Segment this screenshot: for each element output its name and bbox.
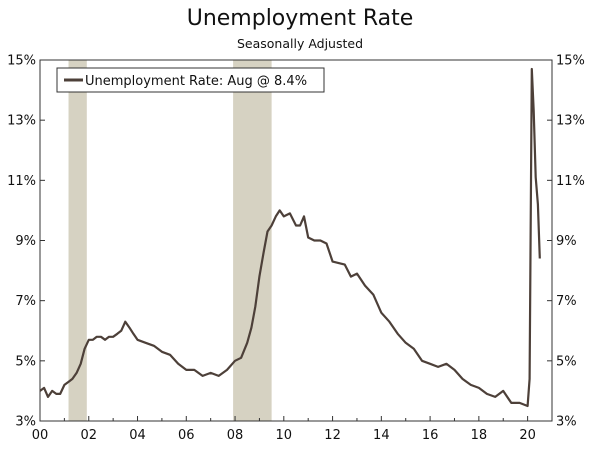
x-tick-label: 00 (32, 428, 49, 443)
y-tick-label-left: 7% (15, 294, 36, 309)
x-tick-label: 04 (129, 428, 146, 443)
plot-border (39, 59, 553, 422)
x-tick-label: 02 (80, 428, 97, 443)
recession-bar-1 (68, 60, 87, 421)
y-tick-label-left: 9% (15, 234, 36, 249)
y-tick-label-right: 7% (556, 294, 577, 309)
y-tick-label-left: 11% (7, 174, 36, 189)
x-tick-label: 06 (178, 428, 195, 443)
y-tick-label-left: 13% (7, 114, 36, 129)
recession-shading-group (68, 60, 272, 421)
y-tick-label-left: 5% (15, 354, 36, 369)
legend-label: Unemployment Rate: Aug @ 8.4% (85, 74, 307, 89)
y-tick-label-right: 11% (556, 174, 585, 189)
y-axis-left: 3% 5% 7% 9% 11% 13% 15% (7, 54, 45, 430)
legend-box (56, 67, 325, 93)
x-tick-label: 16 (422, 428, 439, 443)
y-tick-label-left: 15% (7, 54, 36, 69)
series-group (39, 67, 541, 408)
y-tick-label-right: 5% (556, 354, 577, 369)
plot-frame (39, 59, 553, 422)
chart-title: Unemployment Rate (186, 6, 414, 31)
x-axis: 00 02 04 06 08 10 12 14 16 18 20 (32, 416, 553, 443)
x-tick-label: 12 (324, 428, 341, 443)
y-tick-label-right: 9% (556, 234, 577, 249)
y-tick-label-left: 3% (15, 415, 36, 430)
series-line-unemployment-rate (39, 67, 541, 408)
legend: Unemployment Rate: Aug @ 8.4% (56, 67, 325, 93)
y-tick-label-right: 13% (556, 114, 585, 129)
y-axis-right: 3% 5% 7% 9% 11% 13% 15% (547, 54, 585, 430)
x-tick-label: 20 (519, 428, 536, 443)
y-tick-label-right: 15% (556, 54, 585, 69)
x-tick-label: 08 (227, 428, 244, 443)
chart-subtitle: Seasonally Adjusted (236, 36, 364, 51)
x-tick-label: 18 (471, 428, 488, 443)
x-tick-label: 14 (373, 428, 390, 443)
x-tick-label: 10 (276, 428, 293, 443)
y-tick-label-right: 3% (556, 415, 577, 430)
